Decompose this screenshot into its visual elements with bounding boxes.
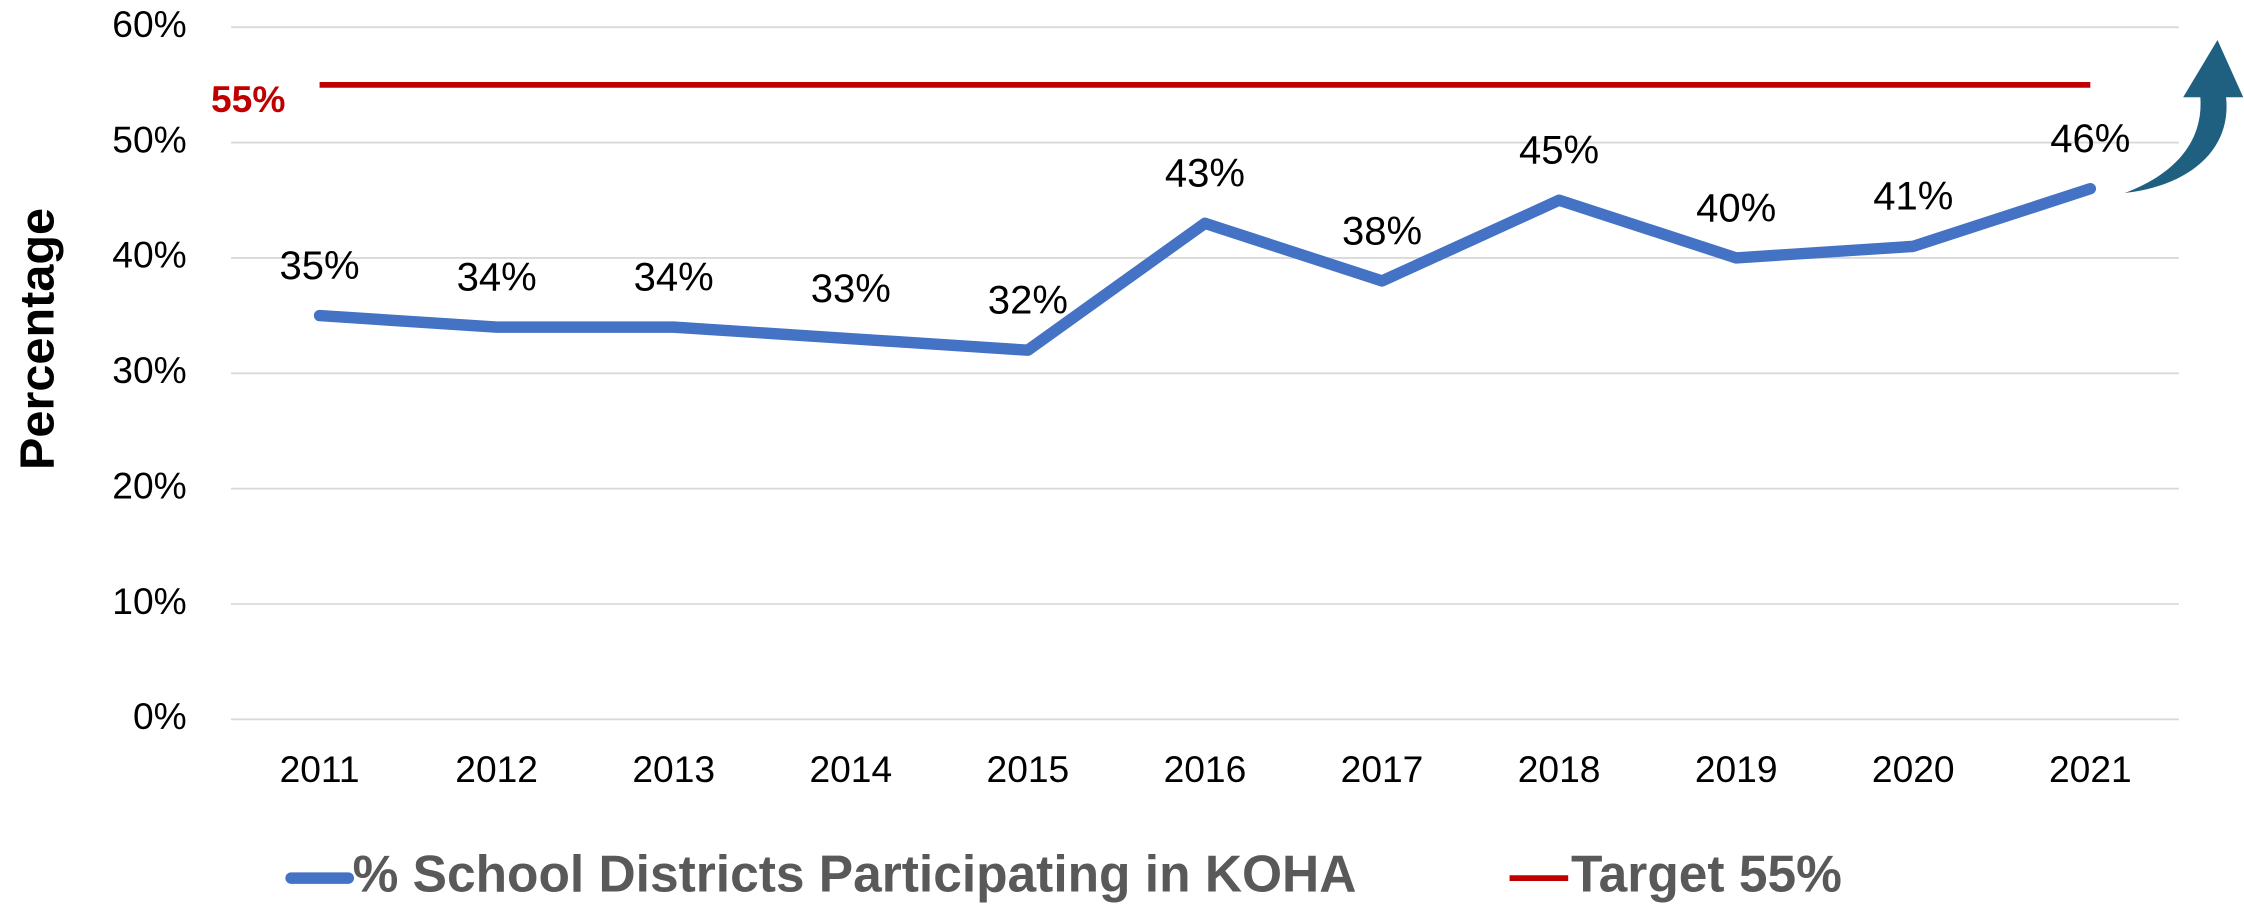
x-tick-label: 2016 bbox=[1164, 748, 1247, 790]
x-tick-label: 2013 bbox=[632, 748, 715, 790]
data-label: 45% bbox=[1519, 129, 1599, 173]
x-tick-label: 2018 bbox=[1518, 748, 1601, 790]
data-label: 34% bbox=[457, 256, 537, 300]
data-label: 43% bbox=[1165, 152, 1245, 196]
data-label: 46% bbox=[2050, 117, 2130, 161]
x-tick-label: 2015 bbox=[987, 748, 1070, 790]
legend-label: Target 55% bbox=[1571, 845, 1842, 903]
data-label: 33% bbox=[811, 267, 891, 311]
y-tick-label: 20% bbox=[112, 464, 186, 506]
x-tick-label: 2021 bbox=[2049, 748, 2132, 790]
data-label: 38% bbox=[1342, 209, 1422, 253]
data-label: 40% bbox=[1696, 186, 1776, 230]
x-tick-label: 2012 bbox=[455, 748, 538, 790]
data-label: 41% bbox=[1873, 175, 1953, 219]
y-tick-label: 10% bbox=[112, 580, 186, 622]
x-tick-label: 2014 bbox=[809, 748, 892, 790]
y-tick-label: 40% bbox=[112, 234, 186, 276]
x-tick-label: 2011 bbox=[280, 748, 360, 790]
y-axis-label: Percentage bbox=[11, 208, 65, 470]
data-label: 35% bbox=[279, 244, 359, 288]
series-line bbox=[313, 182, 2097, 356]
y-tick-label: 0% bbox=[133, 695, 187, 737]
x-tick-label: 2019 bbox=[1695, 748, 1778, 790]
y-tick-label: 60% bbox=[112, 3, 186, 45]
target-label: 55% bbox=[211, 78, 285, 120]
x-tick-label: 2017 bbox=[1341, 748, 1424, 790]
legend-label: % School Districts Participating in KOHA bbox=[353, 845, 1357, 903]
trend-arrow bbox=[2124, 40, 2244, 194]
data-label: 32% bbox=[988, 279, 1068, 323]
y-tick-label: 50% bbox=[112, 118, 186, 160]
data-label: 34% bbox=[634, 256, 714, 300]
y-tick-label: 30% bbox=[112, 349, 186, 391]
x-tick-label: 2020 bbox=[1872, 748, 1955, 790]
